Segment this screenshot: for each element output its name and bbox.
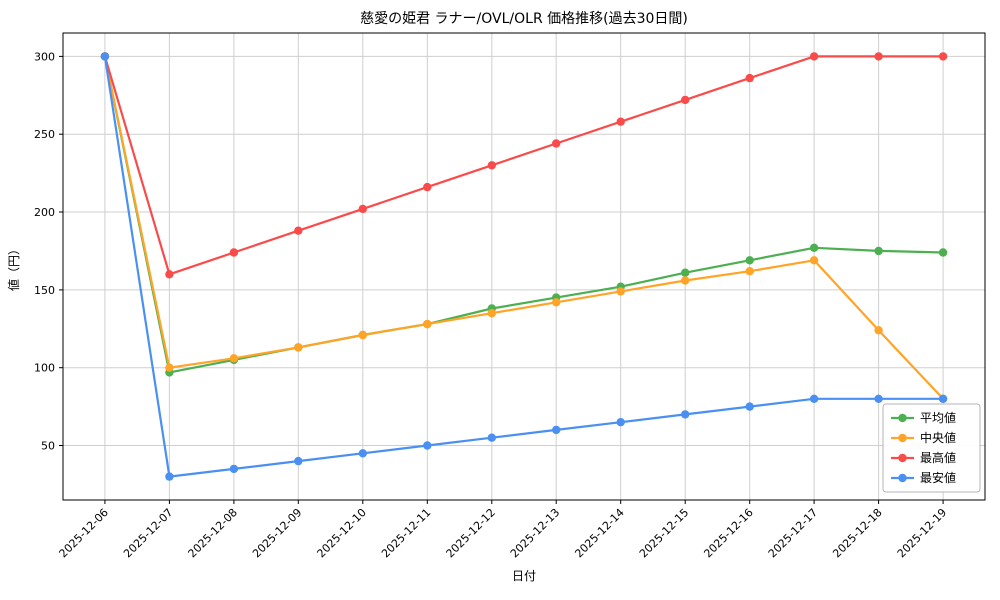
- series-median-marker: [294, 343, 303, 352]
- x-axis-label: 日付: [512, 569, 536, 583]
- series-average-marker: [809, 243, 819, 252]
- series-min-marker: [874, 394, 883, 403]
- x-tick-label: 2025-12-12: [444, 506, 498, 560]
- series-median-line: [103, 55, 945, 400]
- series-min-marker: [616, 418, 625, 427]
- x-tick-label: 2025-12-19: [895, 506, 949, 560]
- series-median-marker: [487, 309, 496, 318]
- y-tick-label: 150: [34, 284, 55, 297]
- x-tick-label: 2025-12-14: [572, 506, 626, 560]
- series-median-marker: [552, 298, 561, 307]
- series-max-marker: [358, 204, 367, 214]
- series-max-marker: [874, 52, 883, 61]
- legend-frame: [882, 403, 981, 493]
- series-median-marker: [874, 326, 883, 335]
- series-max-marker: [681, 95, 690, 105]
- chart-title: 慈愛の姫君 ラナー/OVL/OLR 価格推移(過去30日間): [360, 11, 688, 27]
- series-median-marker: [358, 330, 367, 340]
- series-max-marker: [165, 270, 174, 279]
- legend-label-max: 最高値: [920, 450, 956, 465]
- series-max-line: [103, 55, 945, 276]
- x-tick-label: 2025-12-18: [830, 506, 884, 560]
- legend-label-min: 最安値: [920, 470, 956, 485]
- series-max-marker: [745, 73, 754, 83]
- series-max-marker: [616, 117, 625, 126]
- y-tick-label: 200: [34, 206, 55, 219]
- series-min-marker: [100, 52, 110, 61]
- series-average-line: [103, 55, 945, 374]
- series-min-marker: [552, 425, 561, 435]
- legend-marker-average: [898, 413, 907, 423]
- series-median-marker: [681, 276, 690, 285]
- series-median: [100, 52, 948, 403]
- series-median-marker: [616, 287, 625, 296]
- x-tick-label: 2025-12-13: [508, 506, 562, 560]
- series-max-marker: [938, 52, 948, 61]
- legend-marker-min: [898, 473, 907, 483]
- x-tick-label: 2025-12-15: [637, 506, 691, 560]
- series-median-marker: [423, 319, 432, 329]
- y-tick-label: 300: [34, 50, 55, 63]
- legend-label-average: 平均値: [920, 410, 956, 425]
- x-tick-label: 2025-12-08: [186, 506, 240, 560]
- series-min-marker: [358, 449, 367, 458]
- series-min-marker: [229, 464, 239, 474]
- series-min-marker: [423, 441, 432, 450]
- legend-label-median: 中央値: [920, 430, 956, 445]
- series-min-marker: [745, 402, 754, 411]
- series-min: [100, 52, 948, 481]
- x-tick-label: 2025-12-06: [57, 506, 111, 560]
- series-median-marker: [809, 256, 819, 265]
- axis-ticks: [59, 55, 944, 504]
- series-max: [100, 52, 948, 279]
- y-axis-label: 値（円）: [6, 243, 21, 291]
- series-min-marker: [681, 410, 690, 419]
- series-max-marker: [487, 161, 496, 170]
- series-median-marker: [229, 354, 239, 363]
- series-average-marker: [938, 248, 948, 257]
- x-tick-label: 2025-12-09: [250, 506, 304, 560]
- series-min-marker: [938, 394, 948, 403]
- series-max-marker: [552, 139, 561, 148]
- x-tick-label: 2025-12-10: [315, 506, 369, 560]
- series-median-marker: [745, 267, 754, 276]
- series-min-marker: [487, 433, 496, 442]
- series-average-marker: [681, 268, 690, 277]
- x-tick-label: 2025-12-07: [121, 506, 175, 560]
- x-tick-label: 2025-12-16: [701, 506, 755, 560]
- series-min-marker: [809, 394, 819, 403]
- legend-marker-max: [898, 453, 907, 463]
- series-min-marker: [294, 456, 303, 466]
- series-max-marker: [809, 52, 819, 61]
- series-average: [100, 52, 948, 377]
- legend-marker-median: [898, 433, 907, 443]
- series-max-marker: [423, 182, 432, 192]
- y-tick-label: 100: [34, 362, 55, 375]
- series-average-marker: [874, 246, 883, 256]
- axes-frame: [62, 32, 986, 501]
- series-max-marker: [294, 226, 303, 235]
- series-min-marker: [165, 472, 174, 481]
- series-min-line: [103, 55, 945, 478]
- x-tick-label: 2025-12-11: [379, 506, 433, 560]
- y-tick-label: 50: [41, 439, 55, 452]
- series-max-marker: [229, 248, 239, 257]
- y-tick-label: 250: [34, 128, 55, 141]
- series-median-marker: [165, 363, 174, 372]
- gridlines: [63, 33, 985, 500]
- x-tick-label: 2025-12-17: [766, 506, 820, 560]
- series-average-marker: [745, 256, 754, 265]
